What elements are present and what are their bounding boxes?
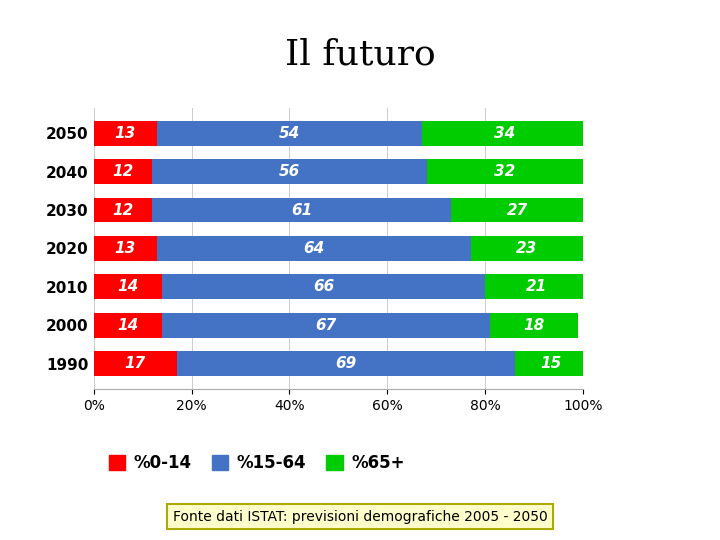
Text: 15: 15 [541, 356, 562, 371]
Bar [94, 351, 177, 376]
Bar [471, 236, 583, 261]
Bar [485, 274, 588, 299]
Bar [162, 313, 490, 338]
Bar [157, 121, 422, 146]
Bar [153, 159, 426, 184]
Text: 64: 64 [303, 241, 325, 256]
Text: 18: 18 [523, 318, 545, 333]
Text: 14: 14 [117, 279, 138, 294]
Bar [94, 274, 162, 299]
Bar [153, 198, 451, 222]
Text: 13: 13 [114, 241, 136, 256]
Text: 61: 61 [291, 202, 312, 218]
Text: 66: 66 [313, 279, 334, 294]
Text: 21: 21 [526, 279, 547, 294]
Text: 12: 12 [112, 164, 134, 179]
Text: 67: 67 [315, 318, 337, 333]
Bar [94, 313, 162, 338]
Text: 13: 13 [114, 126, 136, 141]
Text: 23: 23 [516, 241, 538, 256]
Bar [94, 121, 157, 146]
Bar [162, 274, 485, 299]
Text: 14: 14 [117, 318, 138, 333]
Text: 27: 27 [506, 202, 528, 218]
Text: 56: 56 [279, 164, 300, 179]
Text: 69: 69 [335, 356, 356, 371]
Bar [157, 236, 471, 261]
Text: 17: 17 [125, 356, 146, 371]
Bar [177, 351, 515, 376]
Legend: %0-14, %15-64, %65+: %0-14, %15-64, %65+ [102, 448, 412, 479]
Bar [515, 351, 588, 376]
Text: 32: 32 [494, 164, 516, 179]
Text: 12: 12 [112, 202, 134, 218]
Text: 54: 54 [279, 126, 300, 141]
Text: Fonte dati ISTAT: previsioni demografiche 2005 - 2050: Fonte dati ISTAT: previsioni demografich… [173, 510, 547, 524]
Bar [422, 121, 588, 146]
Bar [94, 198, 153, 222]
Bar [490, 313, 578, 338]
Bar [94, 159, 153, 184]
Bar [94, 236, 157, 261]
Text: 34: 34 [494, 126, 516, 141]
Bar [451, 198, 583, 222]
Text: Il futuro: Il futuro [284, 38, 436, 72]
Bar [426, 159, 583, 184]
